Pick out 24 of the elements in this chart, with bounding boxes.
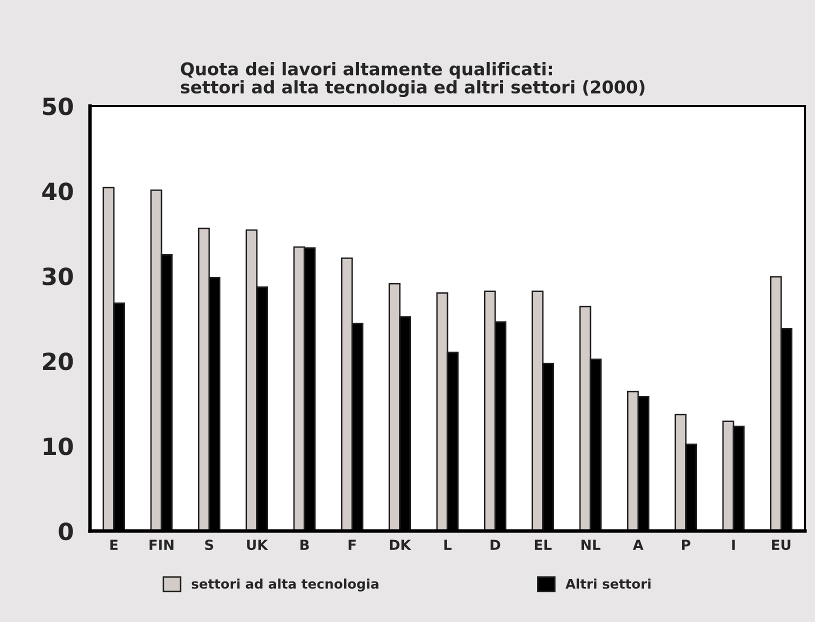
x-tick-label: F [348, 540, 356, 550]
x-tick-label: DK [390, 540, 412, 550]
legend-label: settori ad alta tecnologia [192, 578, 378, 592]
chart-title: Quota dei lavori altamente qualificati: settori ad alta tecnologia ed altri settori (2000) [180, 62, 644, 98]
y-tick-label: 0 [58, 522, 73, 540]
y-tick-label: 40 [42, 182, 73, 200]
x-tick-label: S [205, 540, 214, 550]
x-tick-label: NL [582, 540, 600, 550]
x-tick-label: FIN [150, 540, 174, 550]
y-tick-label: 10 [44, 437, 73, 456]
y-tick-label: 30 [42, 267, 73, 286]
y-tick-label: 20 [43, 352, 73, 370]
x-tick-label: E [110, 540, 118, 550]
x-tick-label: L [444, 540, 452, 550]
y-tick-label: 50 [42, 97, 73, 116]
x-tick-label: EU [772, 540, 790, 550]
x-tick-label: P [682, 540, 690, 550]
x-tick-label: UK [247, 540, 268, 550]
legend-label: Altri settori [565, 578, 650, 589]
x-tick-label: EL [534, 540, 552, 550]
x-tick-label: B [300, 540, 309, 550]
x-tick-label: I [732, 540, 735, 550]
x-tick-label: A [632, 540, 644, 550]
x-tick-label: D [490, 540, 500, 550]
